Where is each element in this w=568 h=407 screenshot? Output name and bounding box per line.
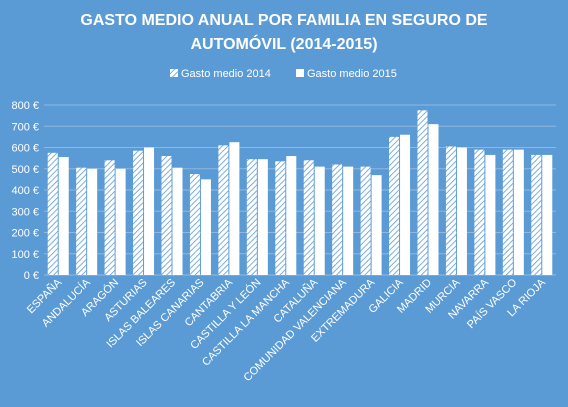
bar-2015 — [172, 167, 183, 275]
bar-2014 — [76, 167, 87, 275]
bar-2015 — [58, 157, 69, 275]
bar-2014 — [360, 166, 371, 275]
bar-2014 — [189, 174, 200, 275]
bar-2014 — [474, 149, 485, 275]
bar-2015 — [542, 154, 553, 275]
bar-2015 — [428, 124, 439, 275]
bar-2015 — [456, 147, 467, 275]
legend-swatch-2015 — [296, 69, 304, 77]
y-tick-label: 100 € — [11, 249, 39, 261]
y-tick-label: 700 € — [11, 121, 39, 133]
bar-2014 — [303, 160, 314, 275]
bar-2014 — [389, 136, 400, 275]
y-tick-label: 200 € — [11, 228, 39, 240]
bar-2015 — [229, 142, 240, 275]
bar-2015 — [144, 147, 155, 275]
bar-2014 — [104, 160, 115, 275]
bar-2015 — [286, 156, 297, 275]
x-tick-label: ANDALUCÍA — [39, 275, 93, 329]
chart-title-line-2: AUTOMÓVIL (2014-2015) — [190, 36, 378, 53]
bar-2015 — [257, 159, 268, 275]
bar-2015 — [343, 166, 354, 275]
bar-2014 — [246, 159, 257, 275]
bar-2015 — [371, 175, 382, 275]
bar-2015 — [314, 166, 325, 275]
bar-2014 — [417, 110, 428, 275]
legend-swatch-2014 — [170, 69, 178, 77]
legend-label-2015: Gasto medio 2015 — [307, 68, 397, 80]
bar-2014 — [445, 146, 456, 275]
bar-2014 — [218, 145, 229, 275]
bar-2015 — [513, 149, 524, 275]
bar-2014 — [502, 149, 513, 275]
bar-2015 — [115, 168, 126, 275]
y-tick-label: 0 € — [24, 270, 39, 282]
chart-title-line-1: GASTO MEDIO ANUAL POR FAMILIA EN SEGURO … — [80, 12, 488, 29]
bar-2015 — [485, 154, 496, 275]
y-tick-label: 500 € — [11, 164, 39, 176]
y-tick-label: 400 € — [11, 185, 39, 197]
bar-2014 — [133, 150, 144, 275]
legend-label-2014: Gasto medio 2014 — [181, 68, 271, 80]
bar-2015 — [200, 179, 211, 275]
y-tick-label: 600 € — [11, 143, 39, 155]
bar-2015 — [400, 134, 411, 275]
bar-2014 — [47, 152, 58, 275]
y-tick-label: 800 € — [11, 100, 39, 112]
bar-2014 — [161, 156, 172, 275]
bar-2014 — [531, 154, 542, 275]
bar-2015 — [87, 168, 98, 275]
bar-2014 — [332, 164, 343, 275]
bar-2014 — [275, 161, 286, 275]
y-tick-label: 300 € — [11, 206, 39, 218]
